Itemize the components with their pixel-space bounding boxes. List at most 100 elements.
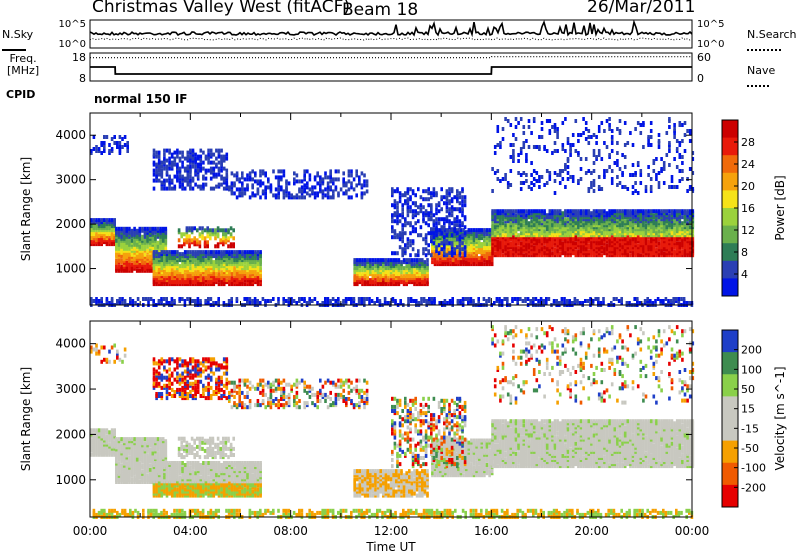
power-cell xyxy=(125,226,129,231)
power-cell xyxy=(222,166,226,171)
power-cell xyxy=(246,250,249,255)
power-cell xyxy=(402,258,406,263)
power-cell xyxy=(173,162,177,167)
power-cell xyxy=(499,145,502,149)
power-cell xyxy=(530,209,533,214)
power-cell xyxy=(180,244,183,249)
power-cell xyxy=(233,173,236,178)
power-cell xyxy=(401,203,404,208)
power-cell xyxy=(688,185,692,189)
power-cell xyxy=(293,181,296,186)
power-cell xyxy=(445,215,449,220)
power-cell xyxy=(435,249,438,254)
power-cells xyxy=(90,117,695,307)
power-cell xyxy=(519,117,523,121)
power-cell xyxy=(424,247,428,252)
power-cell xyxy=(453,251,456,256)
power-cell xyxy=(579,227,583,232)
power-cell xyxy=(199,162,203,167)
power-cell xyxy=(334,177,338,182)
power-cell xyxy=(538,175,541,179)
power-cell xyxy=(443,251,446,256)
power-cell xyxy=(371,266,375,271)
power-cell xyxy=(678,241,682,246)
power-cell xyxy=(668,125,671,129)
power-cell xyxy=(360,191,364,196)
power-cell xyxy=(414,193,417,198)
power-cell xyxy=(298,179,301,184)
power-cell xyxy=(212,250,216,255)
power-cell xyxy=(411,229,415,234)
power-cell xyxy=(443,221,446,226)
power-cell xyxy=(152,160,156,165)
power-cell xyxy=(156,226,160,231)
power-cell xyxy=(618,129,622,133)
power-cell xyxy=(329,195,332,200)
power-cell xyxy=(393,251,397,256)
power-cell xyxy=(324,175,327,180)
power-cell xyxy=(421,268,424,273)
power-cell xyxy=(427,187,430,192)
power-cell xyxy=(501,233,505,238)
power-cell xyxy=(636,191,640,195)
power-cell xyxy=(540,121,544,125)
power-cell xyxy=(584,209,588,214)
power-cell xyxy=(374,268,377,273)
power-cell xyxy=(295,193,299,198)
power-cell xyxy=(561,147,565,151)
power-cell xyxy=(639,181,643,185)
power-cell xyxy=(485,236,489,241)
power-cell xyxy=(347,187,351,192)
power-cell xyxy=(514,125,518,129)
power-cell xyxy=(196,162,200,167)
power-cell xyxy=(470,254,473,259)
power-cell xyxy=(543,183,546,187)
power-cell xyxy=(229,226,233,231)
power-cell xyxy=(189,184,192,189)
power-cell xyxy=(122,226,126,231)
power-cell xyxy=(681,177,684,181)
power-cell xyxy=(556,209,559,214)
power-cell xyxy=(233,250,236,255)
power-cell xyxy=(321,177,325,182)
power-cell xyxy=(448,241,451,246)
power-cell xyxy=(246,183,249,188)
power-cell xyxy=(592,209,596,214)
power-cell xyxy=(285,185,288,190)
power-cell xyxy=(686,129,689,133)
power-cell xyxy=(678,121,682,125)
power-cell xyxy=(358,175,361,180)
power-cell xyxy=(499,141,502,145)
power-cell xyxy=(461,207,464,212)
power-cell xyxy=(623,185,627,189)
power-cell xyxy=(363,183,366,188)
power-cell xyxy=(485,242,489,247)
power-cell xyxy=(418,272,421,277)
power-cell xyxy=(251,264,255,269)
power-cell xyxy=(603,209,606,214)
power-cell xyxy=(450,187,454,192)
power-cell xyxy=(631,209,635,214)
power-cell xyxy=(530,173,533,177)
power-cell xyxy=(417,205,420,210)
power-cell xyxy=(217,250,221,255)
power-cell xyxy=(448,199,451,204)
power-cell xyxy=(522,227,526,232)
power-cell xyxy=(574,119,578,123)
power-cell xyxy=(202,250,205,255)
power-cell xyxy=(587,187,591,191)
power-cell xyxy=(587,209,591,214)
power-cell xyxy=(306,181,309,186)
power-cell xyxy=(440,241,443,246)
power-cell xyxy=(522,141,526,145)
power-cell xyxy=(443,235,446,240)
power-cell xyxy=(130,238,134,243)
power-cell xyxy=(610,141,614,145)
power-cell xyxy=(215,184,218,189)
power-cell xyxy=(92,240,96,245)
power-cell xyxy=(212,260,216,265)
power-cell xyxy=(199,250,203,255)
power-cell xyxy=(115,226,118,231)
power-cell xyxy=(259,173,262,178)
power-cell xyxy=(600,253,604,258)
